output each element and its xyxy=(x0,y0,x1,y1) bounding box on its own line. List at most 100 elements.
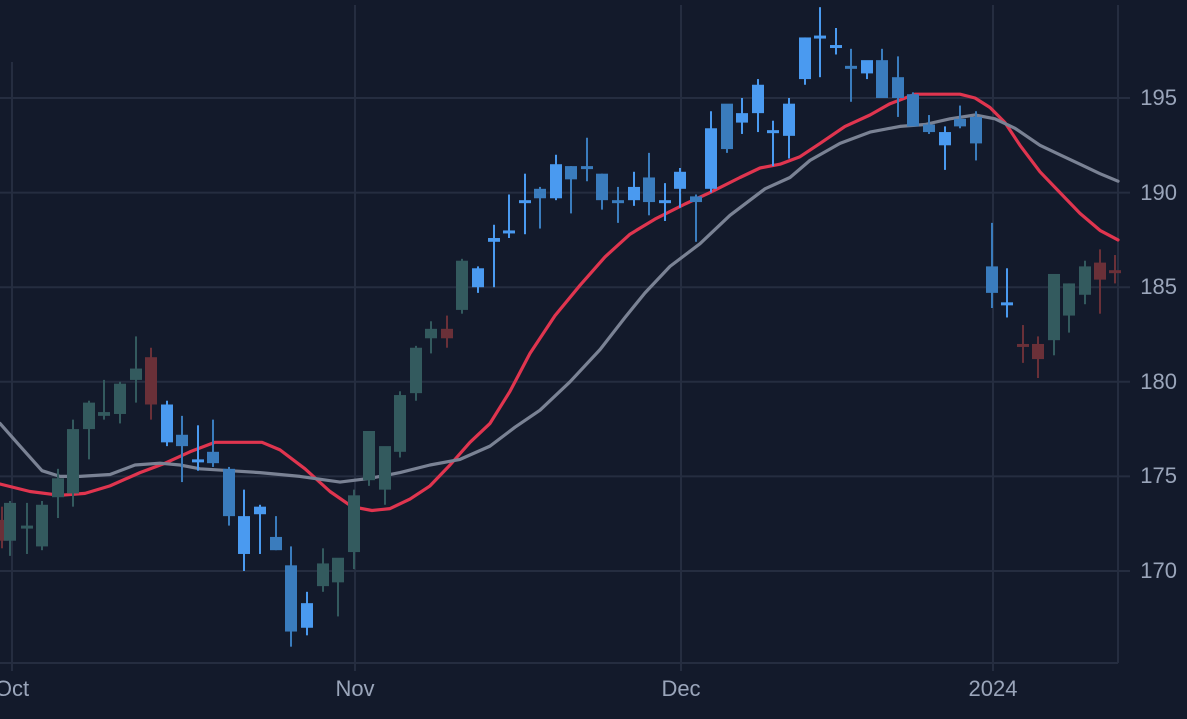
candle[interactable] xyxy=(1063,283,1075,333)
candle[interactable] xyxy=(861,60,873,80)
candle-body xyxy=(705,128,717,189)
candle[interactable] xyxy=(52,468,64,519)
candle[interactable] xyxy=(970,111,982,161)
candle[interactable] xyxy=(441,315,453,348)
candle[interactable] xyxy=(690,194,702,242)
candle[interactable] xyxy=(223,466,235,526)
candle[interactable] xyxy=(939,126,951,170)
candle[interactable] xyxy=(581,137,593,182)
candle[interactable] xyxy=(98,379,110,420)
candle[interactable] xyxy=(488,224,500,288)
x-tick-label-nov: Nov xyxy=(335,676,375,701)
candle-body xyxy=(923,124,935,133)
candle[interactable] xyxy=(4,500,16,556)
candle[interactable] xyxy=(379,446,391,505)
candle[interactable] xyxy=(519,173,531,235)
candle[interactable] xyxy=(907,92,919,127)
candle[interactable] xyxy=(425,321,437,354)
candle-body xyxy=(1094,262,1106,280)
candle[interactable] xyxy=(565,166,577,214)
candle-body xyxy=(1109,270,1121,274)
candle[interactable] xyxy=(1109,255,1121,284)
candle-body xyxy=(1048,273,1060,341)
candle[interactable] xyxy=(410,345,422,401)
candle[interactable] xyxy=(254,504,266,554)
candle[interactable] xyxy=(83,400,95,460)
candle[interactable] xyxy=(954,105,966,129)
candle[interactable] xyxy=(892,56,904,117)
candle[interactable] xyxy=(814,7,826,78)
candle-body xyxy=(1017,343,1029,347)
candle[interactable] xyxy=(145,347,157,420)
candle[interactable] xyxy=(301,591,313,636)
candle[interactable] xyxy=(348,489,360,570)
candle-body xyxy=(954,118,966,127)
candle-body xyxy=(503,230,515,234)
candle[interactable] xyxy=(1017,325,1029,363)
candle[interactable] xyxy=(1079,260,1091,305)
candle[interactable] xyxy=(674,168,686,208)
candle[interactable] xyxy=(752,79,764,133)
candle[interactable] xyxy=(596,173,608,210)
candle-body xyxy=(596,173,608,201)
candle-body xyxy=(970,116,982,144)
candle[interactable] xyxy=(67,419,79,507)
candle-body xyxy=(767,130,779,134)
candle[interactable] xyxy=(332,557,344,617)
candle-body xyxy=(52,478,64,498)
candle[interactable] xyxy=(285,546,297,647)
candle[interactable] xyxy=(21,502,33,554)
candle[interactable] xyxy=(876,48,888,98)
candle-body xyxy=(659,200,671,204)
candle[interactable] xyxy=(317,548,329,592)
candle[interactable] xyxy=(767,120,779,167)
candle[interactable] xyxy=(783,98,795,159)
candle[interactable] xyxy=(114,381,126,424)
candle-body xyxy=(192,459,204,463)
candle[interactable] xyxy=(36,500,48,551)
candle-body xyxy=(332,557,344,583)
candle[interactable] xyxy=(394,391,406,458)
candle[interactable] xyxy=(238,489,250,571)
candle[interactable] xyxy=(705,111,717,193)
candle-body xyxy=(799,37,811,80)
candle-body xyxy=(581,166,593,170)
candle[interactable] xyxy=(923,115,935,134)
candle[interactable] xyxy=(659,183,671,221)
y-tick-label: 175 xyxy=(1140,463,1177,489)
candle[interactable] xyxy=(456,258,468,314)
candle[interactable] xyxy=(628,171,640,206)
candle[interactable] xyxy=(845,48,857,102)
candle[interactable] xyxy=(192,425,204,471)
candle-body xyxy=(488,238,500,242)
candle[interactable] xyxy=(176,415,188,483)
candle[interactable] xyxy=(830,27,842,55)
candle[interactable] xyxy=(550,154,562,201)
candle[interactable] xyxy=(503,194,515,239)
candle-body xyxy=(114,383,126,414)
candle-body xyxy=(783,103,795,136)
candle[interactable] xyxy=(643,152,655,216)
candle[interactable] xyxy=(736,98,748,134)
candle[interactable] xyxy=(472,266,484,293)
candle[interactable] xyxy=(534,186,546,229)
candle[interactable] xyxy=(270,516,282,551)
candle[interactable] xyxy=(799,37,811,85)
candle[interactable] xyxy=(612,186,624,223)
candle[interactable] xyxy=(1001,268,1013,318)
candle[interactable] xyxy=(161,400,173,447)
candle-body xyxy=(441,328,453,339)
candle[interactable] xyxy=(986,222,998,309)
candle-body xyxy=(565,166,577,180)
candle[interactable] xyxy=(1032,336,1044,379)
candle[interactable] xyxy=(207,419,219,467)
candle[interactable] xyxy=(1094,249,1106,314)
candle[interactable] xyxy=(721,103,733,153)
candle-body xyxy=(674,171,686,189)
candle-body xyxy=(861,60,873,74)
candle[interactable] xyxy=(363,430,375,486)
candle[interactable] xyxy=(130,336,142,403)
candle[interactable] xyxy=(1048,273,1060,356)
